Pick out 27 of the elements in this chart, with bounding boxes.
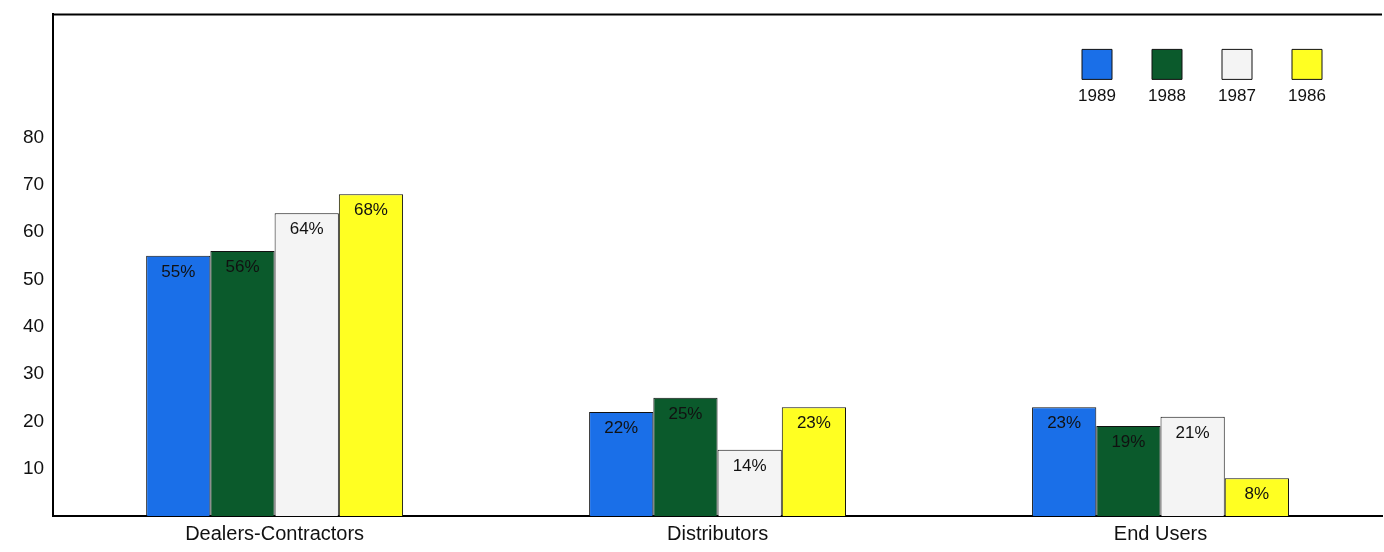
y-tick-label: 80 — [22, 125, 45, 147]
data-label: 21% — [1175, 422, 1210, 442]
x-tick-label: End Users — [1113, 521, 1208, 544]
data-label: 64% — [289, 219, 324, 239]
y-tick-label: 70 — [22, 172, 45, 194]
x-tick-label: Dealers-Contractors — [185, 521, 365, 544]
y-tick-label: 40 — [22, 314, 45, 336]
data-label: 68% — [353, 200, 388, 220]
data-label: 22% — [604, 418, 639, 438]
y-tick-label: 60 — [22, 220, 45, 242]
data-label: 56% — [225, 257, 260, 277]
y-tick-label: 30 — [22, 362, 45, 384]
legend-label: 1989 — [1078, 85, 1116, 105]
legend-label: 1987 — [1218, 85, 1256, 105]
data-label: 25% — [668, 403, 703, 423]
data-label: 55% — [161, 261, 196, 281]
data-label: 19% — [1111, 432, 1146, 452]
legend-label: 1986 — [1288, 85, 1326, 105]
data-label: 23% — [1047, 413, 1082, 433]
y-tick-label: 50 — [22, 267, 45, 289]
data-label: 23% — [796, 413, 831, 433]
data-label: 8% — [1244, 484, 1270, 504]
y-tick-label: 10 — [22, 456, 45, 478]
x-tick-label: Distributors — [667, 521, 769, 544]
legend-label: 1988 — [1148, 85, 1186, 105]
data-label: 14% — [732, 455, 767, 475]
y-tick-label: 20 — [22, 409, 45, 431]
